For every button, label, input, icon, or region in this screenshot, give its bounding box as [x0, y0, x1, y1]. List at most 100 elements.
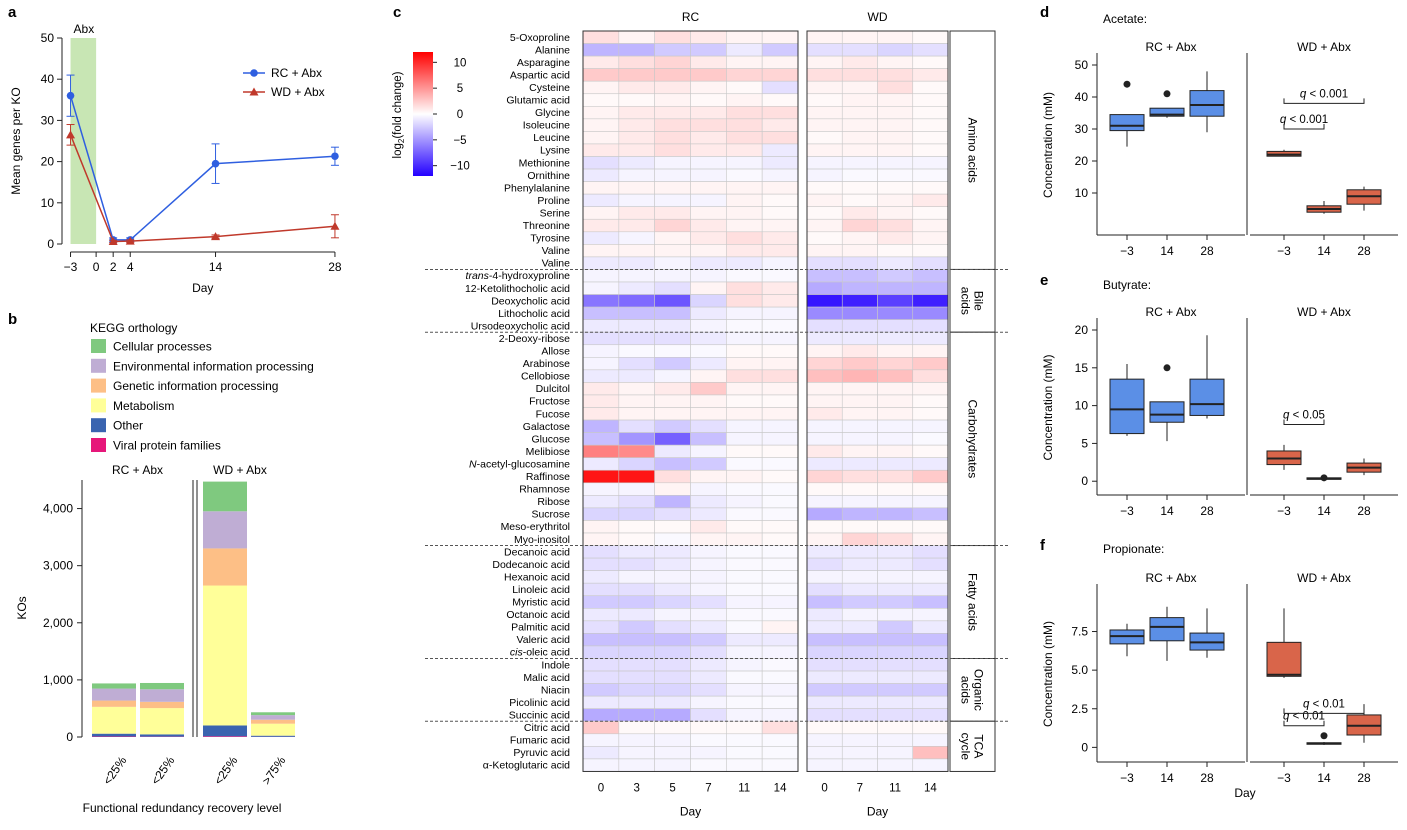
heatmap-cell — [877, 356, 914, 371]
heatmap-cell — [877, 294, 914, 308]
heatmap-cell — [654, 143, 691, 157]
heatmap-cell — [877, 495, 914, 509]
heatmap-cell — [582, 419, 620, 433]
heatmap-x-tick-label: 14 — [924, 782, 937, 794]
bar-segment — [203, 725, 247, 737]
heatmap-cell — [841, 645, 878, 659]
significance-label: q < 0.01 — [1283, 711, 1325, 723]
heatmap-cell — [806, 181, 843, 195]
heatmap-x-tick-label: 11 — [889, 782, 901, 794]
heatmap-cell — [806, 244, 843, 258]
a-x-tick-label: 0 — [93, 260, 100, 274]
heatmap-cell — [654, 444, 691, 458]
heatmap-cell — [618, 106, 655, 120]
heatmap-cell — [618, 294, 655, 308]
heatmap-cell — [654, 670, 691, 684]
heatmap-cell — [912, 746, 949, 760]
heatmap-cell — [841, 746, 878, 760]
heatmap-cell — [912, 444, 949, 458]
heatmap-cell — [877, 620, 914, 634]
heatmap-cell — [912, 306, 949, 320]
heatmap-cell — [912, 645, 949, 659]
b-y-axis-label: KOs — [15, 596, 29, 619]
heatmap-cell — [690, 206, 727, 220]
series-line-0 — [69, 95, 335, 241]
heatmap-cell — [806, 495, 843, 509]
heatmap-cell — [761, 469, 799, 484]
heatmap-cell — [690, 156, 727, 170]
heatmap-cell — [582, 382, 620, 396]
heatmap-row-label: Deoxycholic acid — [491, 295, 570, 307]
heatmap-cell — [618, 469, 655, 484]
heatmap-cell — [761, 218, 799, 233]
heatmap-cell — [726, 419, 763, 433]
heatmap-cell — [582, 80, 620, 95]
panel-f-letter: f — [1040, 537, 1046, 554]
heatmap-row-label: Niacin — [541, 684, 570, 696]
heatmap-cell — [690, 670, 727, 684]
heatmap-cell — [726, 620, 763, 634]
heatmap-cell — [912, 570, 949, 584]
heatmap-cell — [726, 344, 763, 358]
heatmap-cell — [761, 733, 799, 747]
propionate-title: Propionate: — [1103, 542, 1164, 556]
heatmap-cell — [618, 758, 655, 772]
heatmap-cell — [690, 168, 727, 182]
heatmap-row-label: Succinic acid — [509, 709, 570, 721]
bar-segment — [92, 733, 136, 737]
panel-c: c RC WD 5-OxoprolineAlanineAsparagineAspar… — [392, 4, 1010, 818]
bar-segment — [92, 700, 136, 707]
panel-d-letter: d — [1040, 4, 1049, 21]
heatmap-cell — [726, 507, 763, 521]
heatmap-wd-frame — [806, 30, 949, 772]
a-x-tick-label: 2 — [110, 260, 117, 274]
heatmap-cell — [726, 281, 763, 295]
heatmap-cell — [582, 746, 620, 760]
heatmap-cell — [806, 595, 843, 609]
heatmap-cell — [912, 55, 949, 69]
heatmap-cell — [761, 256, 799, 270]
heatmap-x-tick-label: 0 — [821, 782, 827, 794]
box-x-tick-label: 14 — [1160, 504, 1174, 518]
heatmap-cell — [912, 683, 949, 697]
heatmap-row-label: Picolinic acid — [509, 697, 570, 709]
heatmap-cell — [912, 131, 949, 145]
b-facet-label: RC + Abx — [112, 463, 163, 477]
heatmap-cell — [726, 356, 763, 371]
heatmap-cell — [806, 281, 843, 295]
heatmap-cell — [726, 168, 763, 182]
heatmap-cell — [877, 720, 914, 735]
heatmap-cell — [761, 344, 799, 358]
heatmap-cell — [761, 532, 799, 546]
heatmap-cell — [806, 708, 843, 722]
heatmap-cell — [582, 758, 620, 772]
box-x-tick-label: 28 — [1200, 244, 1214, 258]
heatmap-cell — [618, 193, 655, 207]
heatmap-cell — [690, 444, 727, 458]
heatmap-cell — [806, 168, 843, 182]
heatmap-cell — [877, 695, 914, 710]
legend-label: Environmental information processing — [113, 359, 314, 373]
heatmap-cell — [912, 168, 949, 182]
heatmap-cell — [726, 758, 763, 772]
heatmap-cell — [582, 407, 620, 421]
box-y-tick-label: 30 — [1075, 122, 1089, 136]
heatmap-cell — [690, 369, 727, 383]
heatmap-cell — [654, 607, 691, 622]
heatmap-cell — [618, 281, 655, 295]
heatmap-cell — [618, 708, 655, 722]
heatmap-cell — [761, 495, 799, 509]
heatmap-cell — [806, 306, 843, 320]
heatmap-cell — [582, 106, 620, 120]
heatmap-cell — [654, 369, 691, 383]
box-iqr — [1189, 378, 1225, 416]
legend-swatch — [91, 418, 106, 433]
heatmap-cell — [841, 118, 878, 132]
heatmap-cell — [912, 93, 949, 107]
a-x-tick-label: 14 — [209, 260, 223, 274]
heatmap-cell — [877, 607, 914, 622]
heatmap-cell — [582, 545, 620, 559]
b-y-tick-label: 3,000 — [43, 559, 73, 573]
heatmap-cell — [841, 695, 878, 710]
